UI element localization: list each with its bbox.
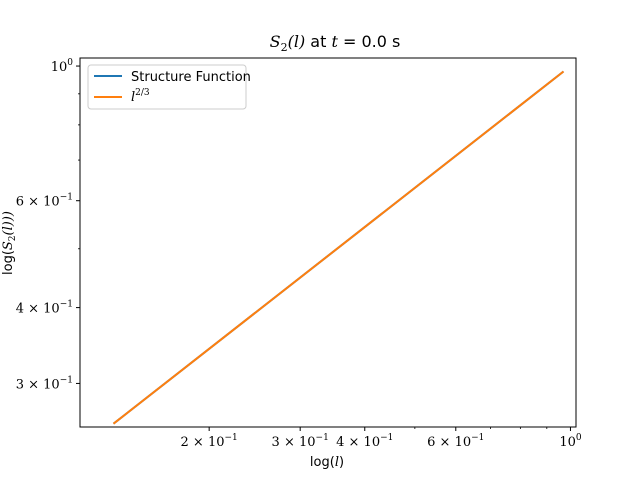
- x-tick-label: 4 × 10−1: [336, 433, 393, 450]
- chart-title: S2(l) at t = 0.0 s: [270, 32, 401, 54]
- legend-label-structure-function: Structure Function: [131, 70, 251, 85]
- y-tick-label: 100: [51, 58, 74, 75]
- y-tick-label: 6 × 10−1: [16, 193, 73, 210]
- x-axis-label: log(l): [310, 455, 344, 470]
- x-axis-ticks: 2 × 10−1 3 × 10−1 4 × 10−1 6 × 10−1 100: [181, 427, 582, 450]
- legend-box: [87, 64, 247, 110]
- plot-area: [79, 57, 577, 428]
- y-tick-label: 3 × 10−1: [16, 375, 73, 392]
- y-axis-label: log(S2(l))): [1, 211, 18, 275]
- y-tick-label: 4 × 10−1: [16, 300, 73, 317]
- series-layer: [112, 70, 565, 425]
- x-tick-label: 100: [559, 433, 582, 450]
- x-tick-label: 6 × 10−1: [427, 433, 484, 450]
- legend: Structure Function l2/3: [87, 64, 251, 110]
- series-line-1: [112, 70, 565, 425]
- x-tick-label: 3 × 10−1: [272, 433, 329, 450]
- x-tick-label: 2 × 10−1: [181, 433, 238, 450]
- y-axis-ticks: 3 × 10−1 4 × 10−1 6 × 10−1 100: [16, 58, 80, 392]
- legend-label-l-power: l2/3: [131, 88, 150, 105]
